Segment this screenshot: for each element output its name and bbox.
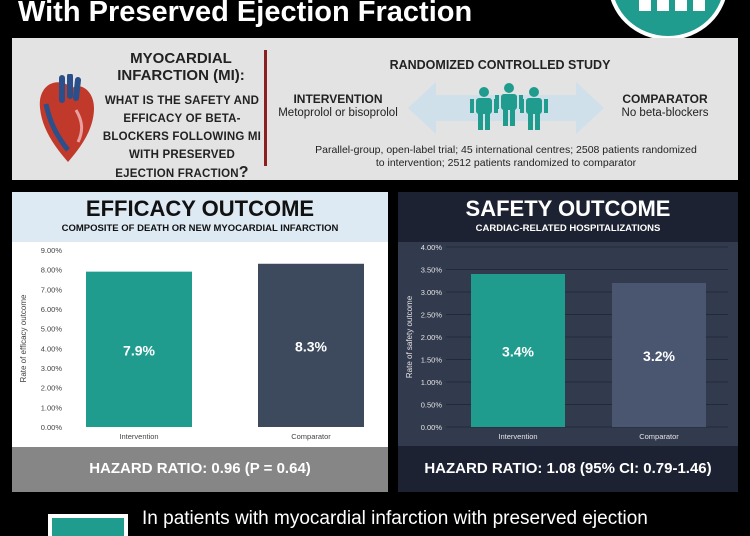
page-title: With Preserved Ejection Fraction: [18, 0, 473, 28]
question-title: MYOCARDIAL INFARCTION (MI):: [100, 50, 262, 84]
bar-value-label: 3.4%: [502, 344, 534, 360]
question-mark: ?: [238, 164, 249, 181]
y-tick-label: 1.50%: [421, 356, 443, 365]
heart-icon: [39, 74, 94, 162]
conclusion-icon: [48, 514, 128, 536]
safety-subtitle: CARDIAC-RELATED HOSPITALIZATIONS: [475, 223, 661, 234]
study-overview-panel: MYOCARDIAL INFARCTION (MI): WHAT IS THE …: [12, 38, 738, 183]
bar-value-label: 7.9%: [123, 342, 155, 358]
y-tick-label: 3.00%: [41, 364, 63, 373]
safety-footer: HAZARD RATIO: 1.08 (95% CI: 0.79-1.46): [398, 447, 738, 492]
divider: [264, 50, 267, 166]
efficacy-chart: 0.00% 1.00% 2.00% 3.00% 4.00% 5.00% 6.00% 7.00%…: [19, 246, 364, 441]
people-icon: [470, 83, 548, 130]
conclusion-banner: In patients with myocardial infarction w…: [36, 500, 750, 536]
y-tick-label: 1.00%: [421, 378, 443, 387]
y-tick-label: 2.50%: [421, 311, 443, 320]
safety-chart: 0.00% 0.50% 1.00% 1.50% 2.00% 2.50% 3.00% 3.50%…: [405, 243, 728, 441]
header-bar: With Preserved Ejection Fraction: [0, 0, 750, 40]
question-title-line: INFARCTION (MI):: [117, 67, 245, 84]
question-title-line: MYOCARDIAL: [130, 50, 232, 67]
study-description: Parallel-group, open-label trial; 45 int…: [288, 144, 724, 170]
logo-mark-icon: [639, 0, 705, 11]
y-tick-label: 7.00%: [41, 285, 63, 294]
bar: [258, 263, 364, 427]
y-tick-label: 3.50%: [421, 266, 443, 275]
safety-chart-area: 0.00% 0.50% 1.00% 1.50% 2.00% 2.50% 3.00% 3.50%…: [398, 242, 738, 446]
y-tick-label: 2.00%: [421, 333, 443, 342]
y-axis-label: Rate of efficacy outcome: [19, 294, 28, 382]
intervention-detail: Metoprolol or bisoprolol: [278, 107, 398, 119]
y-tick-label: 4.00%: [41, 344, 63, 353]
bar: [471, 274, 565, 427]
y-tick-label: 0.50%: [421, 401, 443, 410]
efficacy-title: EFFICACY OUTCOME: [85, 196, 315, 221]
y-tick-label: 0.00%: [41, 423, 63, 432]
question-body-text: EJECTION FRACTION: [115, 168, 239, 180]
bar: [86, 271, 192, 427]
efficacy-footer: HAZARD RATIO: 0.96 (P = 0.64): [12, 447, 388, 492]
bar: [612, 283, 706, 427]
y-tick-label: 5.00%: [41, 325, 63, 334]
journal-logo: [608, 0, 728, 40]
y-tick-label: 2.00%: [41, 384, 63, 393]
comparator-label: COMPARATOR: [622, 92, 708, 106]
study-description-line: to intervention; 2512 patients randomize…: [375, 157, 637, 169]
efficacy-header: EFFICACY OUTCOME COMPOSITE OF DEATH OR N…: [12, 192, 388, 242]
comparator-detail: No beta-blockers: [621, 107, 709, 119]
y-tick-label: 1.00%: [41, 403, 63, 412]
x-tick-label: Intervention: [498, 432, 537, 441]
conclusion-text: In patients with myocardial infarction w…: [142, 508, 648, 529]
y-tick-label: 3.00%: [421, 288, 443, 297]
question-body-line: WHAT IS THE SAFETY AND: [104, 95, 260, 107]
question-body-line: WITH PRESERVED: [128, 149, 236, 161]
intervention-label: INTERVENTION: [293, 92, 383, 106]
y-tick-label: 8.00%: [41, 266, 63, 275]
x-tick-label: Comparator: [291, 432, 331, 441]
efficacy-panel: EFFICACY OUTCOME COMPOSITE OF DEATH OR N…: [12, 192, 388, 492]
bar-value-label: 3.2%: [643, 348, 675, 364]
x-tick-label: Comparator: [639, 432, 679, 441]
y-tick-label: 0.00%: [421, 423, 443, 432]
x-tick-label: Intervention: [119, 432, 158, 441]
y-tick-label: 4.00%: [421, 243, 443, 252]
y-axis-label: Rate of safety outcome: [405, 295, 414, 378]
question-body: WHAT IS THE SAFETY AND EFFICACY OF BETA-…: [100, 92, 264, 183]
question-body-line: EJECTION FRACTION?: [100, 164, 264, 183]
efficacy-hazard-ratio: HAZARD RATIO: 0.96 (P = 0.64): [89, 460, 311, 477]
question-body-line: EFFICACY OF BETA-: [123, 113, 241, 125]
study-design-title: RANDOMIZED CONTROLLED STUDY: [389, 58, 611, 72]
study-description-line: Parallel-group, open-label trial; 45 int…: [315, 144, 697, 156]
question-body-line: BLOCKERS FOLLOWING MI: [102, 131, 262, 143]
safety-title: SAFETY OUTCOME: [465, 196, 671, 221]
y-tick-label: 9.00%: [41, 246, 63, 255]
safety-panel: SAFETY OUTCOME CARDIAC-RELATED HOSPITALI…: [398, 192, 738, 492]
efficacy-subtitle: COMPOSITE OF DEATH OR NEW MYOCARDIAL INF…: [61, 223, 339, 234]
y-tick-label: 6.00%: [41, 305, 63, 314]
bar-value-label: 8.3%: [295, 338, 327, 354]
safety-hazard-ratio: HAZARD RATIO: 1.08 (95% CI: 0.79-1.46): [424, 460, 712, 477]
